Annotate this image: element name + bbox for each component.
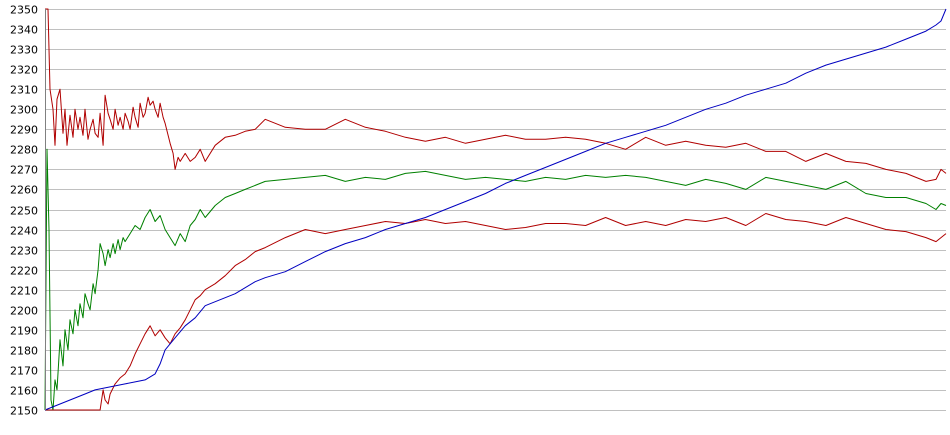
y-tick-label: 2330 [10,44,38,57]
y-tick-label: 2320 [10,64,38,77]
y-tick-label: 2170 [10,365,38,378]
y-tick-label: 2230 [10,245,38,258]
y-tick-label: 2300 [10,104,38,117]
y-tick-label: 2340 [10,24,38,37]
y-tick-label: 2260 [10,184,38,197]
series-lines [44,8,947,411]
y-tick-label: 2160 [10,385,38,398]
series-line-3 [45,213,947,411]
y-tick-label: 2150 [10,405,38,418]
y-tick-label: 2190 [10,325,38,338]
y-tick-label: 2310 [10,84,38,97]
y-tick-label: 2350 [10,4,38,17]
y-tick-label: 2290 [10,124,38,137]
y-tick-label: 2280 [10,144,38,157]
y-tick-label: 2220 [10,265,38,278]
y-tick-label: 2200 [10,305,38,318]
y-tick-label: 2240 [10,225,38,238]
y-tick-label: 2270 [10,164,38,177]
series-line-4 [44,8,947,411]
y-tick-label: 2210 [10,285,38,298]
y-tick-label: 2180 [10,345,38,358]
series-line-1 [45,8,947,182]
series-line-2 [44,148,947,411]
y-tick-labels: 2150 2160 2170 2180 2190 2200 2210 2220 2230 2240… [10,4,38,418]
grid [45,9,946,411]
y-tick-label: 2250 [10,205,38,218]
